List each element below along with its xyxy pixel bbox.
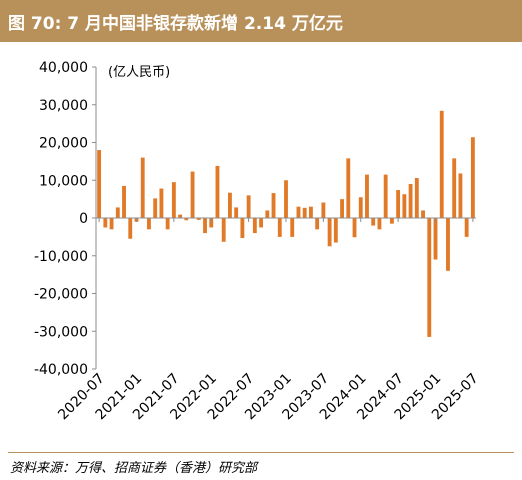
bar-2025-02 (439, 110, 444, 218)
bar-2024-10 (414, 177, 419, 218)
title-bar: 图 70: 7 月中国非银存款新增 2.14 万亿元 (0, 0, 522, 42)
bar-2022-08 (252, 218, 257, 234)
bottom-rule (8, 452, 514, 453)
x-axis: 2020-072021-012021-072022-012022-072023-… (55, 217, 482, 423)
bar-2021-08 (178, 214, 183, 218)
y-axis: 40,000 30,000 20,000 10,000 0 -10,000 -20,000 -… (34, 60, 97, 378)
y-tick-label: 40,000 (39, 60, 88, 76)
bar-2022-12 (277, 218, 282, 237)
bar-2023-06 (315, 218, 320, 230)
y-unit-label: (亿人民币) (108, 65, 170, 80)
bar-2020-11 (122, 185, 126, 218)
y-tick-label: 0 (79, 211, 88, 227)
bar-2024-04 (377, 218, 382, 230)
bar-2021-02 (140, 157, 145, 218)
bar-2023-02 (290, 218, 295, 237)
bar-2024-06 (389, 218, 394, 224)
bar-2023-12 (352, 218, 357, 238)
bar-2021-10 (190, 171, 195, 218)
bar-2021-05 (159, 188, 164, 218)
bar-2022-04 (228, 192, 232, 218)
bar-2021-07 (171, 182, 176, 218)
bar-2020-09 (109, 218, 114, 230)
bar-2024-09 (408, 184, 413, 218)
y-tick-label: -40,000 (34, 362, 88, 378)
bar-2025-07 (470, 137, 475, 218)
bar-2023-03 (296, 206, 301, 218)
bar-2024-01 (358, 197, 363, 218)
bar-2022-11 (271, 193, 276, 218)
y-tick-label: 10,000 (39, 173, 88, 189)
bar-2024-11 (421, 210, 425, 218)
bar-2022-06 (240, 218, 245, 239)
bar-2025-06 (464, 218, 469, 237)
bar-2022-05 (234, 207, 239, 218)
y-tick-label: 30,000 (39, 98, 88, 114)
bar-2023-07 (321, 202, 326, 218)
bar-2024-02 (365, 174, 369, 218)
bar-2024-05 (383, 174, 388, 218)
figure-title: 图 70: 7 月中国非银存款新增 2.14 万亿元 (8, 13, 343, 34)
bar-2023-05 (308, 206, 313, 218)
bar-2022-03 (221, 218, 226, 242)
bar-2021-12 (203, 218, 207, 234)
bar-2022-01 (209, 218, 214, 228)
y-tick-label: -10,000 (34, 249, 88, 265)
bar-2020-07 (97, 150, 102, 218)
bar-2023-01 (284, 180, 288, 218)
bar-2022-10 (265, 210, 270, 218)
bar-2023-04 (302, 207, 307, 218)
bar-2023-11 (346, 158, 351, 218)
bar-2021-11 (196, 218, 201, 220)
y-tick-label: -30,000 (34, 324, 88, 340)
bar-2022-09 (259, 218, 264, 228)
bar-2020-10 (115, 207, 120, 218)
bar-2024-03 (371, 218, 376, 226)
y-tick-label: -20,000 (34, 287, 88, 303)
bars (97, 110, 475, 337)
bar-2024-07 (396, 190, 401, 218)
bar-2025-05 (458, 173, 463, 218)
bar-2023-10 (340, 199, 344, 219)
bar-2021-09 (184, 218, 189, 221)
y-tick-label: 20,000 (39, 136, 88, 152)
bar-2021-06 (165, 218, 170, 230)
bar-2025-03 (446, 218, 450, 271)
bar-2021-03 (147, 218, 151, 230)
bar-chart: (亿人民币) 40,000 30,000 20,000 10,000 0 -10,000 -… (34, 60, 482, 423)
bar-2022-07 (246, 195, 251, 218)
bar-2025-04 (452, 158, 457, 218)
source-note: 资料来源：万得、招商证券（香港）研究部 (10, 461, 258, 476)
bar-2024-12 (427, 218, 432, 337)
bar-2023-08 (327, 218, 332, 247)
bar-2021-04 (153, 198, 158, 218)
bar-2024-08 (402, 194, 407, 218)
bar-2022-02 (215, 165, 220, 218)
bar-2020-12 (128, 218, 133, 239)
bar-2025-01 (433, 218, 438, 260)
bar-2020-08 (103, 218, 108, 228)
bar-2023-09 (333, 218, 338, 243)
